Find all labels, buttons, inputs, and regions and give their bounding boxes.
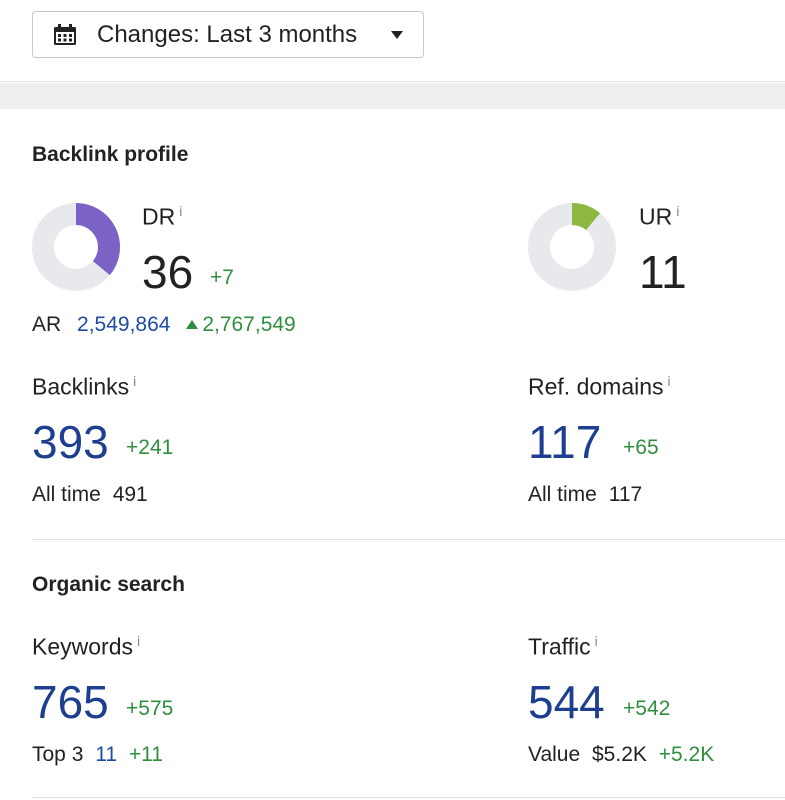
ur-value: 11 xyxy=(639,246,687,298)
traffic-value[interactable]: 544 xyxy=(528,676,605,728)
keywords-label: Keywords i xyxy=(32,633,141,660)
backlink-profile-title: Backlink profile xyxy=(32,143,189,166)
overview-card: Backlink profile DR i 36 +7 UR i 11 AR 2,5… xyxy=(0,109,785,800)
backlinks-label: Backlinks i xyxy=(32,373,137,400)
ar-delta-wrap: 2,767,549 xyxy=(186,313,296,336)
section-divider xyxy=(32,539,785,540)
ur-label: UR i xyxy=(639,203,680,230)
triangle-up-icon xyxy=(186,320,199,329)
info-icon[interactable]: i xyxy=(136,633,141,649)
ref-domains-delta: +65 xyxy=(623,436,659,459)
dr-donut-arc xyxy=(32,203,120,291)
dr-delta: +7 xyxy=(210,266,234,289)
ar-delta: 2,767,549 xyxy=(202,313,296,336)
organic-search-title: Organic search xyxy=(32,573,185,596)
ref-domains-alltime: All time 117 xyxy=(528,483,643,506)
chevron-down-icon xyxy=(391,31,403,39)
calendar-icon xyxy=(54,24,76,45)
changes-period-dropdown[interactable]: Changes: Last 3 months xyxy=(32,11,424,58)
ur-donut-chart xyxy=(528,203,616,291)
ar-label: AR xyxy=(32,313,62,336)
info-icon[interactable]: i xyxy=(676,203,680,219)
keywords-top3: Top 3 11 +11 xyxy=(32,743,163,766)
info-icon[interactable]: i xyxy=(594,633,598,649)
dr-label: DR i xyxy=(142,203,183,230)
ur-donut-arc xyxy=(528,203,616,291)
ref-domains-value[interactable]: 117 xyxy=(528,416,602,468)
changes-period-label: Changes: Last 3 months xyxy=(97,21,358,48)
backlinks-value[interactable]: 393 xyxy=(32,416,109,468)
info-icon[interactable]: i xyxy=(179,203,183,219)
info-icon[interactable]: i xyxy=(667,373,671,389)
section-gap xyxy=(0,83,785,109)
ar-row: AR 2,549,864 2,767,549 xyxy=(32,313,296,337)
ref-domains-label: Ref. domains i xyxy=(528,373,671,400)
dr-value: 36 xyxy=(142,246,194,298)
traffic-label: Traffic i xyxy=(528,633,598,660)
traffic-value-row: Value $5.2K +5.2K xyxy=(528,743,715,766)
keywords-value[interactable]: 765 xyxy=(32,676,109,728)
top3-value[interactable]: 11 xyxy=(95,743,118,766)
top-toolbar: Changes: Last 3 months xyxy=(0,0,785,82)
backlinks-alltime: All time 491 xyxy=(32,483,148,506)
traffic-delta: +542 xyxy=(623,697,671,720)
dr-donut-chart xyxy=(32,203,120,291)
backlinks-delta: +241 xyxy=(126,436,174,459)
keywords-delta: +575 xyxy=(126,697,174,720)
ar-value[interactable]: 2,549,864 xyxy=(77,313,171,336)
info-icon[interactable]: i xyxy=(133,373,137,389)
section-divider-bottom xyxy=(32,797,785,798)
